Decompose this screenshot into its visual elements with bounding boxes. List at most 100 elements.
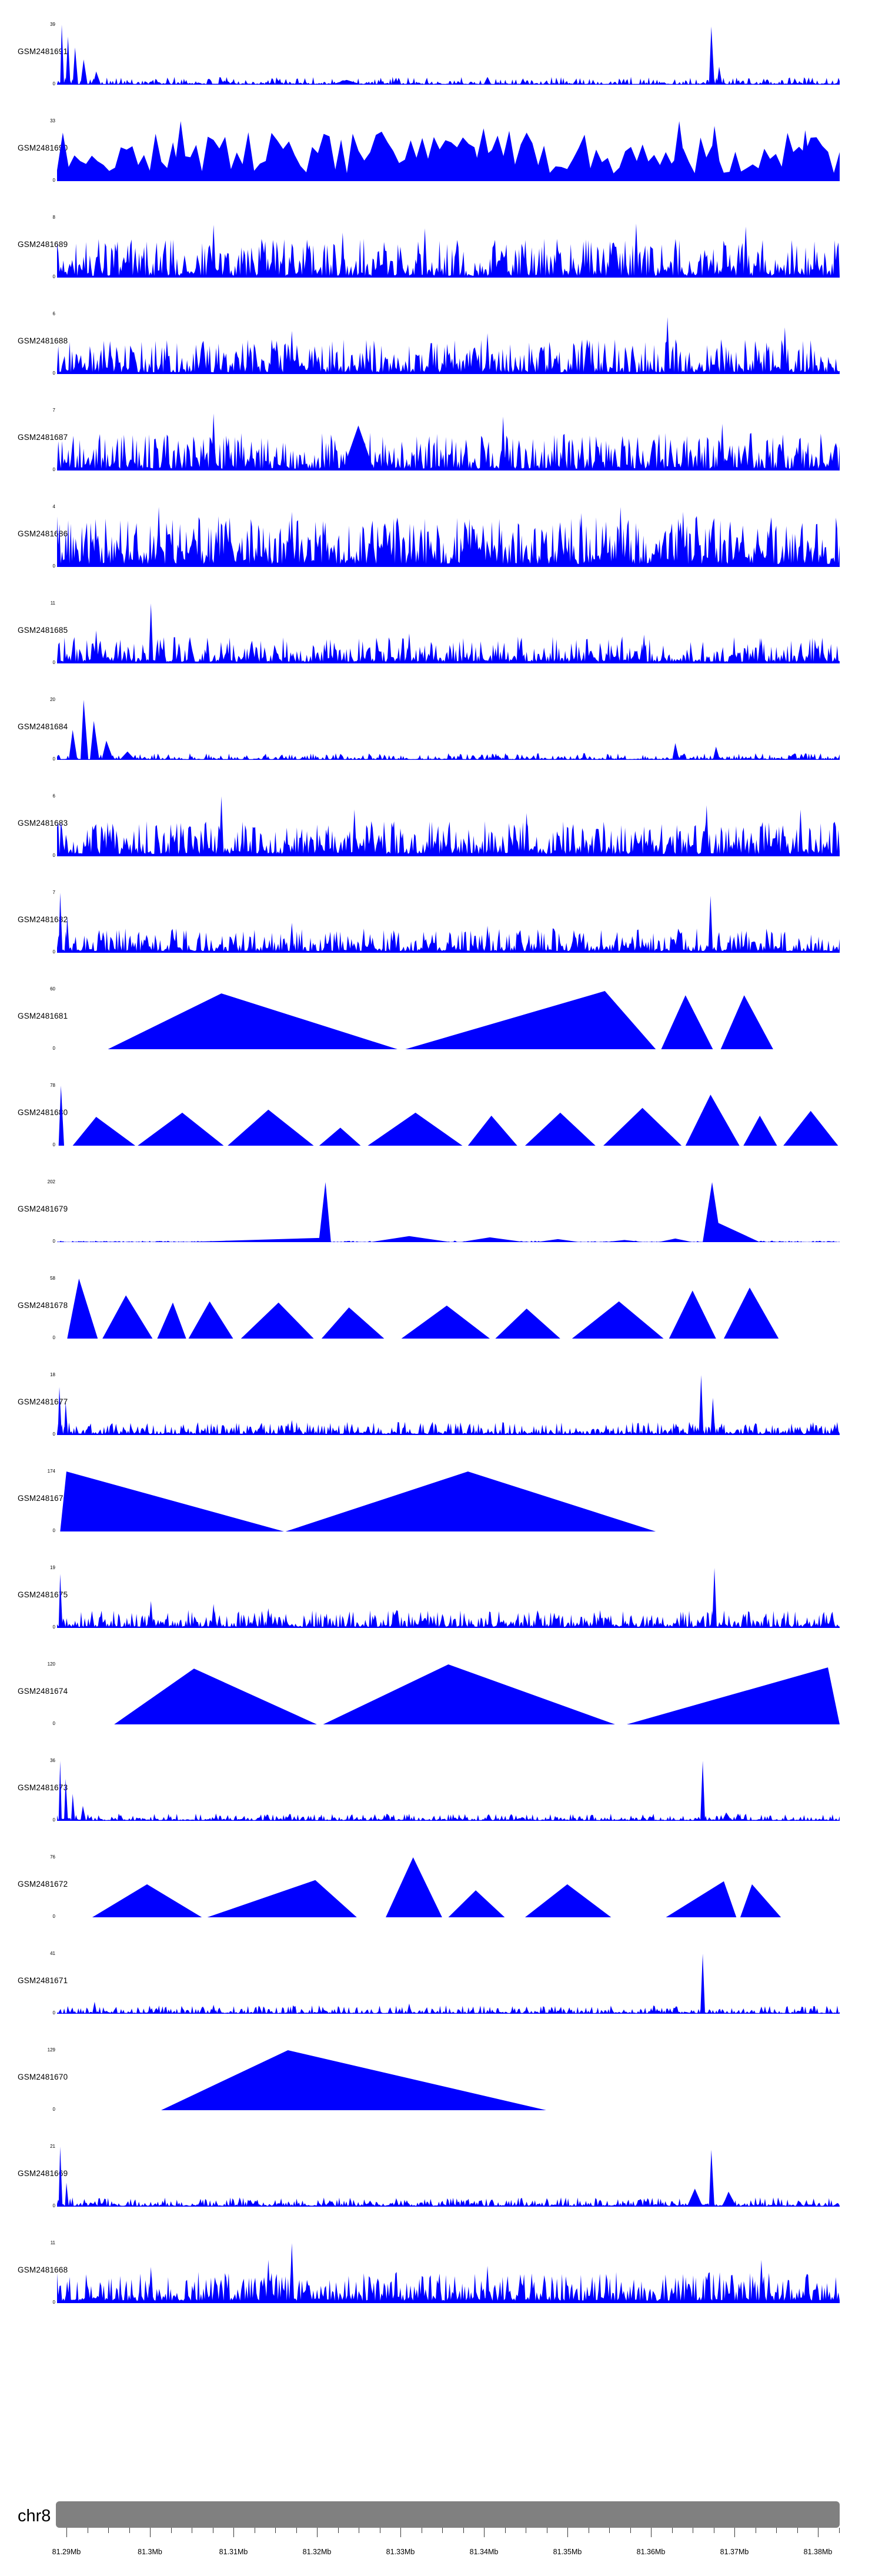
y-axis-max-label: 60 <box>50 986 55 992</box>
y-axis-max-label: 7 <box>52 408 55 413</box>
y-axis-zero-label: 0 <box>52 853 55 858</box>
signal-area <box>57 339 840 374</box>
signal-area <box>709 26 715 85</box>
signal-area <box>207 1880 357 1917</box>
ruler-tick-major <box>734 2528 735 2537</box>
chromosome-ruler: chr8 81.29Mb 81.3Mb 81.31Mb 81.32Mb 81.33Mb 8… <box>0 2501 882 2572</box>
y-axis-max-label: 36 <box>50 1758 55 1763</box>
y-axis-zero-label: 0 <box>52 1624 55 1630</box>
ruler-tick-minor <box>108 2528 109 2533</box>
y-axis-max-label: 18 <box>50 1372 55 1377</box>
signal-area <box>60 25 64 85</box>
coverage-signal-plot <box>58 1086 838 1146</box>
signal-area <box>65 36 71 85</box>
signal-area <box>710 1397 716 1435</box>
signal-area <box>64 1778 68 1821</box>
ruler-tick-major <box>484 2528 485 2537</box>
signal-area <box>658 1238 693 1242</box>
y-axis-zero-label: 0 <box>52 1817 55 1823</box>
track-sample-label: GSM2481686 <box>18 529 68 538</box>
signal-area <box>618 507 623 567</box>
y-axis-max-label: 120 <box>47 1661 55 1667</box>
signal-area <box>401 1305 490 1339</box>
y-axis-max-label: 174 <box>47 1469 55 1474</box>
y-axis-max-label: 8 <box>52 215 55 220</box>
y-axis-zero-label: 0 <box>52 660 55 665</box>
signal-area <box>57 821 840 856</box>
signal-area <box>57 131 840 181</box>
signal-track: GSM2481681 60 0 <box>0 981 882 1077</box>
signal-area <box>285 1471 656 1531</box>
chromosome-name: chr8 <box>18 2507 51 2525</box>
signal-area <box>699 1375 704 1435</box>
signal-area <box>64 1402 68 1435</box>
signal-area <box>89 720 99 760</box>
signal-track: GSM2481688 6 0 <box>0 306 882 402</box>
y-axis-max-label: 7 <box>52 890 55 895</box>
y-axis-max-label: 41 <box>50 1951 55 1956</box>
signal-area <box>524 1884 612 1917</box>
ruler-tick-label: 81.34Mb <box>469 2548 499 2556</box>
track-plot-area: 7 0 <box>53 408 840 472</box>
signal-area <box>188 1301 233 1339</box>
coverage-signal-plot <box>57 1954 840 2014</box>
signal-area <box>672 743 680 760</box>
track-plot-area: 39 0 <box>50 22 840 86</box>
signal-area <box>352 809 357 856</box>
signal-area <box>211 225 216 278</box>
signal-area <box>57 2271 840 2303</box>
signal-track: GSM2481690 33 0 <box>0 113 882 209</box>
signal-area <box>712 1568 717 1628</box>
signal-area <box>460 1237 525 1242</box>
y-axis-zero-label: 0 <box>52 178 55 183</box>
signal-track: GSM2481685 11 0 <box>0 595 882 692</box>
signal-area <box>57 2005 840 2014</box>
ruler-tick-label: 81.29Mb <box>52 2548 81 2556</box>
coverage-signal-plot <box>57 700 840 760</box>
signal-area <box>57 636 840 663</box>
ruler-tick-minor <box>797 2528 798 2533</box>
signal-area <box>101 740 113 760</box>
y-axis-zero-label: 0 <box>52 563 55 569</box>
signal-area <box>240 1302 314 1339</box>
ruler-tick-label: 81.33Mb <box>386 2548 415 2556</box>
signal-area <box>119 751 136 760</box>
ruler-tick-minor <box>505 2528 506 2533</box>
signal-area <box>57 432 840 471</box>
signal-track: GSM2481684 20 0 <box>0 692 882 788</box>
signal-area <box>57 1422 840 1435</box>
signal-area <box>60 1471 284 1531</box>
ruler-tick-label: 81.3Mb <box>138 2548 162 2556</box>
coverage-signal-plot <box>57 507 840 567</box>
ruler-tick-minor <box>630 2528 631 2533</box>
track-plot-area: 78 0 <box>50 1083 840 1147</box>
tracks-container: GSM2481691 39 0 GSM2481690 33 0 GSM24816… <box>0 16 882 2331</box>
track-plot-area: 36 0 <box>50 1759 840 1823</box>
signal-area <box>157 1302 186 1339</box>
signal-area <box>495 1309 560 1339</box>
signal-track: GSM2481682 7 0 <box>0 885 882 981</box>
chromosome-ideogram-bar <box>56 2501 840 2528</box>
track-plot-area: 6 0 <box>53 312 840 376</box>
signal-track: GSM2481680 78 0 <box>0 1077 882 1174</box>
signal-track: GSM2481677 18 0 <box>0 1367 882 1463</box>
signal-track: GSM2481671 41 0 <box>0 1946 882 2042</box>
ruler-tick-label: 81.37Mb <box>720 2548 749 2556</box>
ruler-tick-major <box>317 2528 318 2537</box>
signal-area <box>467 1116 517 1146</box>
y-axis-zero-label: 0 <box>52 2010 55 2016</box>
track-plot-area: 58 0 <box>50 1276 840 1340</box>
coverage-signal-plot <box>60 1471 656 1531</box>
signal-area <box>80 1806 86 1821</box>
track-sample-label: GSM2481679 <box>18 1204 68 1213</box>
signal-area <box>58 1761 62 1821</box>
y-axis-max-label: 129 <box>47 2047 55 2053</box>
signal-area <box>68 730 78 760</box>
y-axis-max-label: 6 <box>52 793 55 799</box>
signal-area <box>102 1295 153 1339</box>
signal-track: GSM2481670 129 0 <box>0 2042 882 2138</box>
coverage-signal-plot <box>108 991 773 1049</box>
ruler-tick-label: 81.35Mb <box>553 2548 582 2556</box>
signal-area <box>368 1112 463 1146</box>
